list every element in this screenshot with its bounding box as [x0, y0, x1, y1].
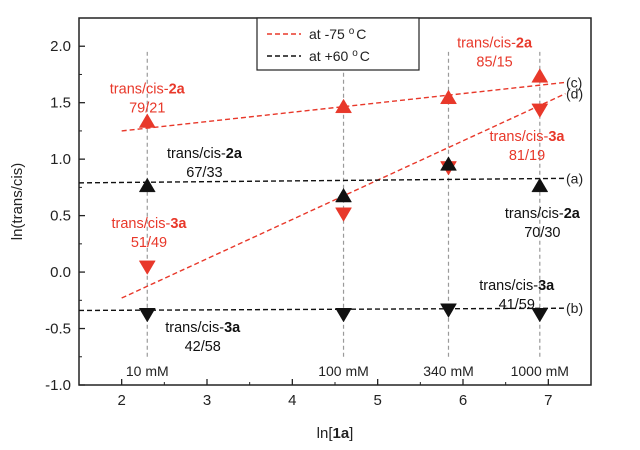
fit-line-3 [78, 307, 566, 312]
annotation-label: trans/cis-3a [490, 129, 566, 145]
x-tick-label: 2 [117, 392, 125, 409]
y-tick-label: -0.5 [45, 321, 71, 338]
fit-line-0 [121, 81, 566, 132]
y-tick-label: 0.0 [50, 264, 71, 281]
annotation-ratio: 67/33 [186, 165, 222, 181]
plot-area: 2 3 4 5 6 7 -1.0 -0.5 0.0 0.5 1.0 1.5 2.0 ln[1a] ln(tr… [9, 17, 592, 442]
annotation-ratio: 42/58 [185, 339, 221, 355]
data-point [531, 68, 549, 83]
x-tick-label: 4 [288, 392, 296, 409]
x-tick-label: 3 [203, 392, 211, 409]
data-point [335, 98, 352, 114]
annotation-ratio: 41/59 [499, 297, 535, 313]
x-tick-label: 7 [544, 392, 552, 409]
data-point [440, 303, 457, 318]
line-label: (d) [566, 86, 583, 102]
y-tick-label: 2.0 [50, 38, 71, 55]
fit-line-2 [78, 177, 566, 184]
y-axis-label: ln(trans/cis) [9, 163, 26, 241]
annotation-ratio: 51/49 [131, 235, 167, 251]
y-tick-label: 0.5 [50, 208, 71, 225]
annotation-label: trans/cis-3a [165, 320, 241, 336]
annotation-ratio: 70/30 [524, 225, 560, 241]
concentration-label: 1000 mM [511, 363, 569, 379]
data-point [531, 177, 549, 193]
data-point [335, 308, 352, 323]
annotation-label: trans/cis-2a [505, 206, 581, 222]
x-tick-label: 5 [373, 392, 381, 409]
line-label: (b) [566, 300, 583, 316]
data-point [440, 156, 457, 171]
data-point [531, 308, 549, 323]
annotation-label: trans/cis-3a [111, 216, 187, 232]
data-point [138, 308, 156, 323]
line-label: (c) [566, 74, 582, 90]
data-point [440, 89, 457, 105]
annotation-ratio: 81/19 [509, 148, 545, 164]
y-tick-label: 1.0 [50, 151, 71, 168]
data-point [138, 260, 156, 275]
data-point [335, 207, 352, 222]
data-point [138, 113, 156, 128]
legend-box [256, 17, 420, 71]
data-point [531, 103, 549, 118]
x-tick-label: 6 [459, 392, 467, 409]
x-axis-label: ln[1a] [317, 425, 354, 442]
concentration-label: 100 mM [318, 363, 369, 379]
annotation-ratio: 79/21 [129, 101, 165, 117]
annotation-label: trans/cis-2a [457, 35, 533, 51]
y-tick-label: 1.5 [50, 95, 71, 112]
annotation-label: trans/cis-2a [167, 146, 243, 162]
concentration-label: 340 mM [423, 363, 474, 379]
data-point [138, 177, 156, 193]
annotation-label: trans/cis-3a [479, 278, 555, 294]
line-label: (a) [566, 170, 583, 186]
annotation-label: trans/cis-2a [110, 82, 186, 98]
concentration-label: 10 mM [126, 363, 169, 379]
y-tick-label: -1.0 [45, 377, 71, 394]
data-point [335, 187, 352, 203]
annotation-ratio: 85/15 [476, 54, 512, 70]
